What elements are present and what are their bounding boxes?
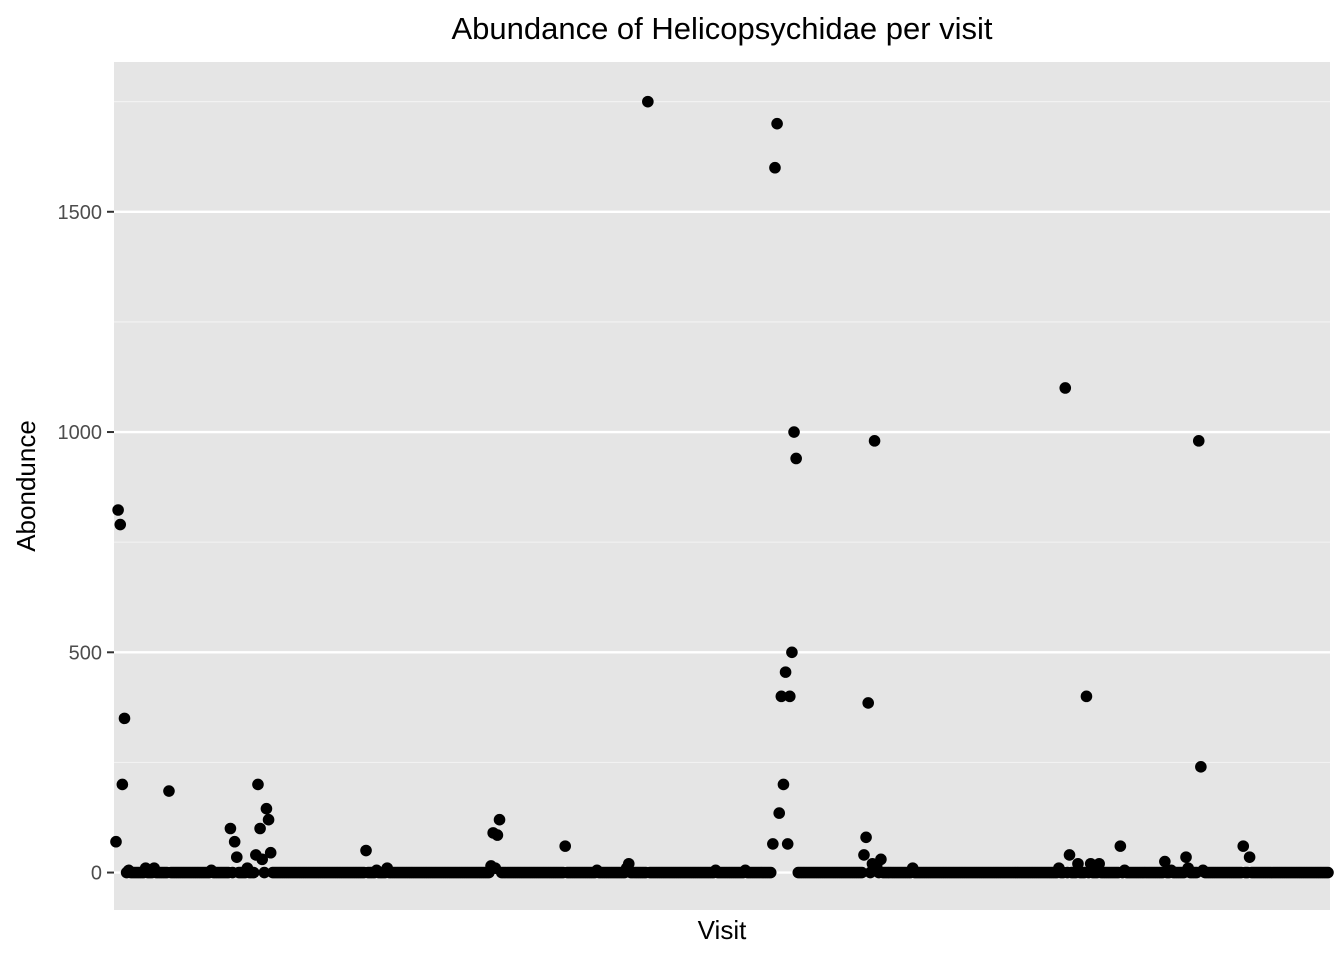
data-point	[256, 853, 269, 866]
data-point	[262, 813, 275, 826]
y-tick-label: 1000	[58, 422, 103, 444]
data-point	[860, 831, 872, 844]
y-axis-ticks: 0 500 1000 1500	[58, 202, 114, 885]
data-point	[777, 778, 790, 791]
data-point	[868, 435, 881, 447]
data-point	[1063, 849, 1076, 861]
data-point	[1084, 857, 1097, 870]
data-point	[258, 866, 271, 879]
data-point	[790, 452, 802, 465]
x-axis-title: Visit	[698, 915, 747, 945]
data-point	[1059, 382, 1072, 394]
data-point	[224, 822, 237, 835]
data-point	[1080, 690, 1093, 703]
y-tick-label: 0	[91, 863, 102, 885]
data-point	[767, 838, 779, 850]
data-point	[114, 518, 127, 531]
data-point	[1192, 435, 1205, 447]
data-point	[1180, 851, 1192, 863]
data-point	[1322, 866, 1334, 879]
data-point	[163, 785, 175, 797]
data-point	[858, 849, 870, 861]
data-point	[771, 117, 783, 130]
minor-gridlines	[114, 101, 1330, 764]
data-point	[110, 835, 122, 848]
data-point	[116, 778, 129, 791]
data-point	[1072, 857, 1084, 870]
data-point	[764, 866, 777, 879]
data-point	[260, 802, 273, 815]
data-point	[1114, 840, 1127, 852]
data-point	[1237, 840, 1250, 852]
data-point	[559, 840, 571, 852]
data-points	[110, 95, 1334, 879]
data-point	[781, 838, 794, 850]
data-point	[252, 778, 264, 791]
data-point	[493, 813, 506, 826]
data-point	[264, 846, 277, 859]
data-point	[1159, 855, 1171, 868]
data-point	[622, 857, 635, 870]
data-point	[1093, 857, 1105, 870]
data-point	[1243, 851, 1256, 863]
data-point	[773, 807, 786, 819]
data-point	[775, 690, 788, 703]
data-point	[1195, 761, 1207, 773]
data-point	[491, 829, 504, 841]
chart-title: Abundance of Helicopsychidae per visit	[451, 11, 992, 46]
data-point	[228, 835, 241, 848]
data-point	[875, 853, 887, 866]
data-point	[788, 426, 800, 438]
data-point	[856, 866, 868, 879]
data-point	[784, 690, 796, 703]
data-point	[118, 712, 131, 725]
y-axis-title: Abondunce	[11, 420, 41, 552]
y-tick-label: 1500	[58, 202, 103, 224]
data-point	[769, 161, 781, 174]
panel-background	[114, 62, 1330, 910]
data-point	[779, 666, 792, 678]
data-point	[862, 697, 874, 709]
data-point	[786, 646, 798, 659]
data-point	[112, 504, 124, 516]
data-point	[230, 851, 243, 863]
data-point	[360, 844, 372, 857]
data-point	[642, 95, 654, 108]
data-point	[247, 866, 260, 879]
y-tick-label: 500	[69, 642, 102, 664]
data-point	[254, 822, 266, 835]
